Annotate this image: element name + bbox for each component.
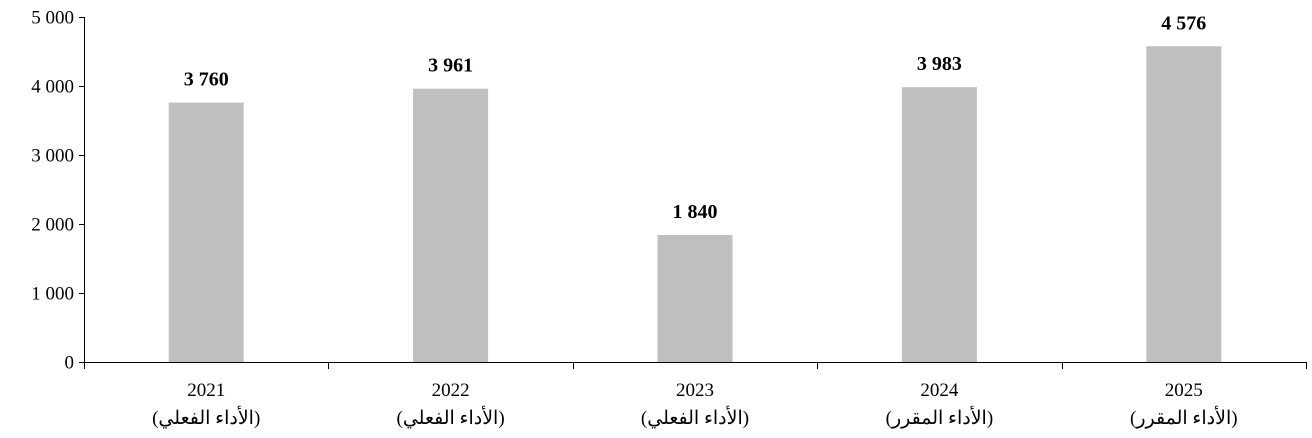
x-tick-label-note: (الأداء المقرر) [1130,405,1238,429]
x-tick-label-year: 2021 [187,380,225,401]
data-label-2023: 1 840 [673,201,718,223]
bar-2024 [902,87,977,362]
x-tick-label-note: (الأداء الفعلي) [397,405,505,429]
y-tick-label: 0 [65,353,75,374]
data-label-2021: 3 760 [184,69,229,91]
x-axis: 2021 (الأداء الفعلي) 2022 (الأداء الفعلي) 20… [84,362,1307,429]
x-tick-label-note: (الأداء الفعلي) [152,405,260,429]
data-labels: 3 760 3 961 1 840 3 983 4 576 [184,12,1207,223]
bar-2023 [658,235,733,362]
x-tick-label-year: 2025 [1165,380,1203,401]
x-tick-label-note: (الأداء المقرر) [886,405,994,429]
x-tick-label-note: (الأداء الفعلي) [641,405,749,429]
y-tick-label: 4 000 [31,77,74,98]
y-tick-label: 3 000 [31,146,74,167]
data-label-2025: 4 576 [1161,12,1206,34]
y-tick-label: 2 000 [31,215,74,236]
data-label-2024: 3 983 [917,53,962,75]
x-tick-label-year: 2023 [676,380,714,401]
bar-2021 [169,103,244,362]
x-tick-label-year: 2022 [432,380,470,401]
bar-2025 [1146,46,1221,362]
x-tick-label-year: 2024 [920,380,959,401]
data-label-2022: 3 961 [428,55,473,77]
y-tick-label: 1 000 [31,284,74,305]
y-axis: 0 1 000 2 000 3 000 4 000 5 000 [31,8,84,374]
bar-2022 [413,89,488,362]
y-tick-label: 5 000 [31,8,74,29]
